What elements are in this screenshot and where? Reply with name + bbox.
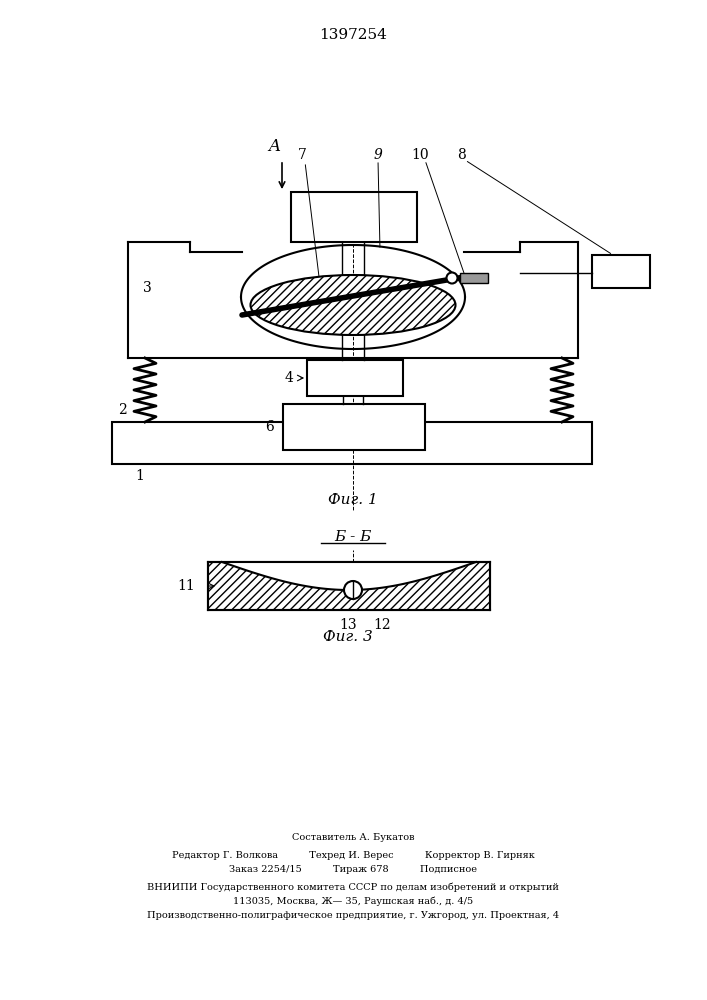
Circle shape [447, 272, 457, 284]
Text: 1397254: 1397254 [319, 28, 387, 42]
Text: 7: 7 [298, 148, 306, 162]
Text: ВНИИПИ Государственного комитета СССР по делам изобретений и открытий: ВНИИПИ Государственного комитета СССР по… [147, 882, 559, 892]
Text: Фиг. 1: Фиг. 1 [328, 493, 378, 507]
Text: 9: 9 [373, 148, 382, 162]
Text: Фиг. 3: Фиг. 3 [323, 630, 373, 644]
Text: A: A [268, 138, 280, 155]
Text: Производственно-полиграфическое предприятие, г. Ужгород, ул. Проектная, 4: Производственно-полиграфическое предприя… [147, 910, 559, 920]
Text: Составитель А. Букатов: Составитель А. Букатов [292, 834, 414, 842]
Text: 113035, Москва, Ж— 35, Раушская наб., д. 4/5: 113035, Москва, Ж— 35, Раушская наб., д.… [233, 896, 473, 906]
Text: 4: 4 [284, 371, 293, 385]
Text: 11: 11 [177, 579, 195, 593]
Text: 13: 13 [339, 618, 357, 632]
Text: 8: 8 [457, 148, 467, 162]
Text: 12: 12 [373, 618, 391, 632]
Text: Заказ 2254/15          Тираж 678          Подписное: Заказ 2254/15 Тираж 678 Подписное [229, 865, 477, 874]
Polygon shape [222, 562, 476, 590]
Bar [460, 273, 488, 283]
Bar [283, 404, 425, 450]
Text: Б - Б: Б - Б [334, 530, 372, 544]
Text: 6: 6 [266, 420, 274, 434]
Text: 10: 10 [411, 148, 429, 162]
Text: 3: 3 [143, 281, 151, 295]
Bar [307, 360, 403, 396]
Bar [208, 562, 490, 610]
Text: 1: 1 [136, 469, 144, 483]
Bar [291, 192, 417, 242]
Bar [112, 422, 592, 464]
Text: Редактор Г. Волкова          Техред И. Верес          Корректор В. Гирняк: Редактор Г. Волкова Техред И. Верес Корр… [172, 850, 534, 859]
Text: 2: 2 [117, 403, 127, 417]
Circle shape [344, 581, 362, 599]
Bar [592, 255, 650, 288]
Ellipse shape [250, 275, 455, 335]
